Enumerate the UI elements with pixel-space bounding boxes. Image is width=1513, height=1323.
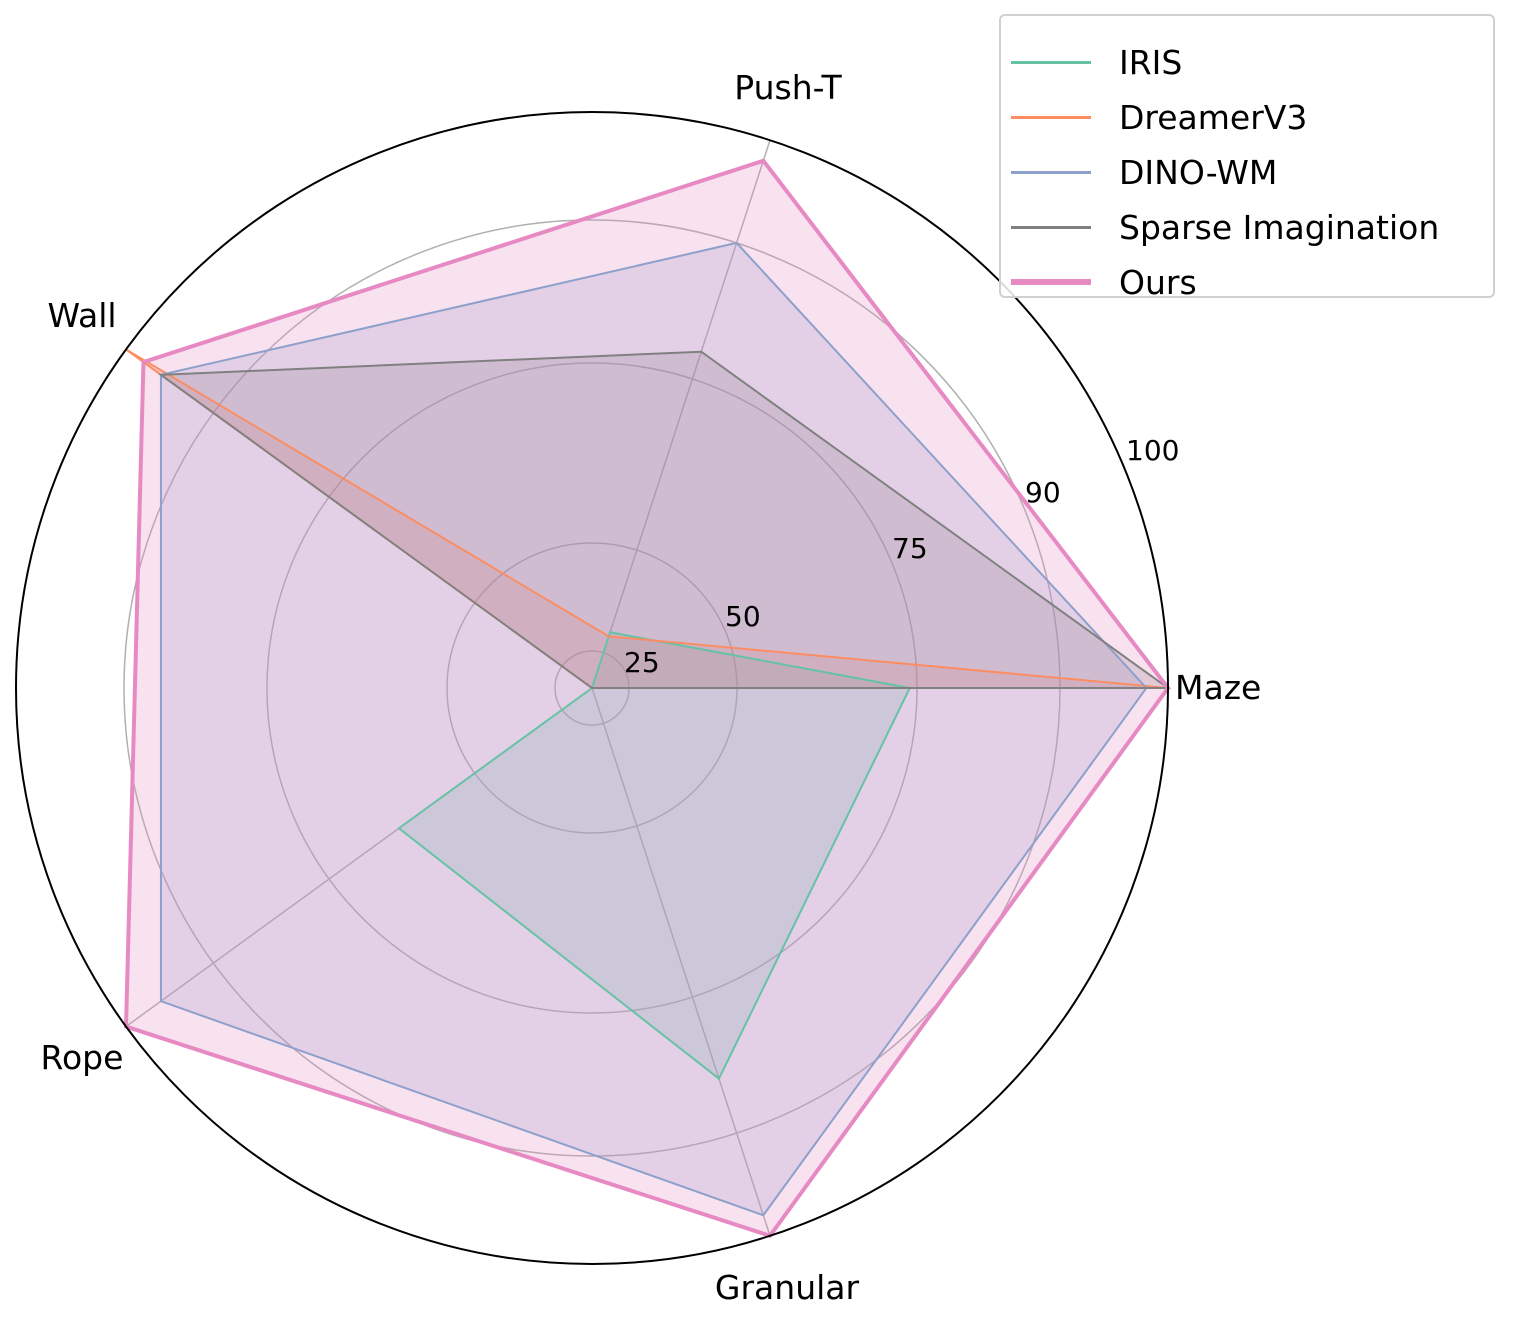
series-line [158, 350, 1172, 689]
outer-frame [15, 111, 1169, 1265]
legend-item-dreamerv3: DreamerV3 [1011, 97, 1307, 137]
legend-item-iris: IRIS [1011, 42, 1182, 82]
legend-swatch-dino-wm [1011, 170, 1091, 174]
series-polygons [123, 158, 1172, 1239]
legend-swatch-dreamerv3 [1011, 115, 1091, 119]
legend-label: Sparse Imagination [1119, 207, 1440, 247]
legend-swatch-iris [1011, 60, 1091, 64]
axis-spoke [591, 139, 771, 689]
series-fill [126, 160, 1168, 1236]
legend-label: DINO-WM [1119, 152, 1278, 192]
series-fill [398, 632, 910, 1079]
series-fill [160, 351, 1168, 688]
category-label-granular: Granular [715, 1268, 860, 1307]
legend-item-ours: Ours [1011, 262, 1197, 302]
radial-tick-label: 75 [892, 532, 928, 565]
category-label-push-t: Push-T [734, 68, 842, 107]
series-line [123, 158, 1171, 1239]
legend-label: Ours [1119, 262, 1197, 302]
axis-spoke [591, 687, 771, 1237]
series-fill [160, 242, 1147, 1216]
legend: IRIS DreamerV3 DINO-WM Sparse Imaginatio… [999, 14, 1495, 302]
radial-tick-label: 50 [725, 600, 761, 633]
legend-item-dino-wm: DINO-WM [1011, 152, 1277, 192]
radial-tick-label: 100 [1126, 434, 1179, 467]
category-label-maze: Maze [1175, 668, 1261, 707]
category-label-rope: Rope [41, 1038, 124, 1077]
radial-tick-label: 25 [624, 646, 660, 679]
legend-label: DreamerV3 [1119, 97, 1308, 137]
legend-swatch-sparse-imagination [1011, 225, 1091, 229]
radial-tick-label: 90 [1025, 476, 1061, 509]
category-labels: Maze Push-T Wall Rope Granular [41, 68, 1262, 1307]
radial-tick-labels: 25 50 75 90 100 [624, 434, 1179, 679]
series-line [159, 241, 1148, 1217]
legend-label: IRIS [1119, 42, 1183, 82]
legend-item-sparse-imagination: Sparse Imagination [1011, 207, 1439, 247]
legend-swatch-ours [1011, 279, 1091, 285]
category-label-wall: Wall [47, 296, 116, 335]
